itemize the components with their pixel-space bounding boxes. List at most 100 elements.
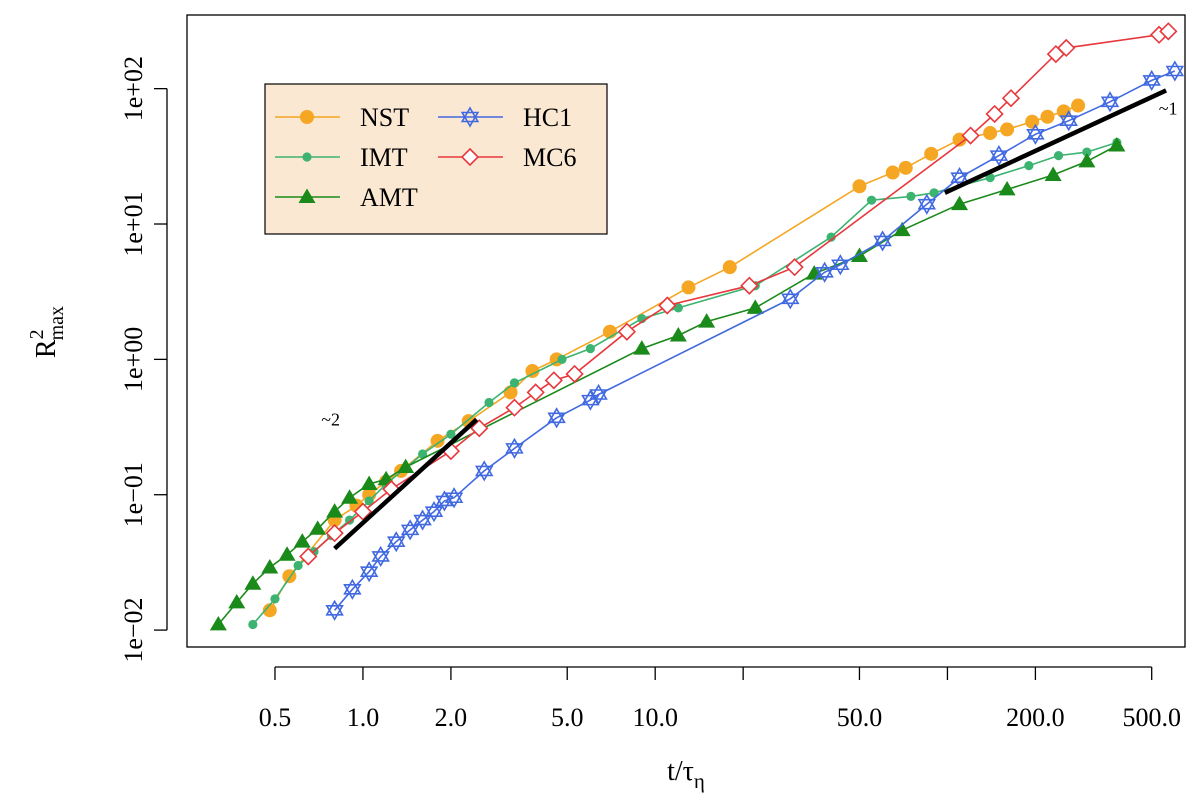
data-point-imt	[906, 191, 916, 201]
data-point-mc6	[565, 364, 584, 384]
data-point-amt	[1078, 152, 1096, 168]
data-point-mc6	[961, 126, 980, 145]
data-point-hc1	[873, 230, 892, 252]
data-point-nst	[983, 126, 998, 141]
data-point-imt	[826, 232, 836, 242]
legend-item-hc1: HC1	[438, 103, 572, 132]
legend-item-mc6: MC6	[438, 143, 576, 172]
y-tick-label: 1e+01	[119, 191, 148, 256]
data-point-hc1	[444, 487, 464, 509]
data-point-hc1	[343, 578, 362, 600]
data-point-hc1	[581, 389, 600, 411]
data-point-amt	[228, 593, 246, 609]
data-point-nst	[1025, 114, 1040, 129]
data-point-hc1	[424, 501, 444, 523]
data-point-hc1	[371, 545, 390, 568]
x-tick-label: 0.5	[259, 703, 292, 732]
reference-line	[943, 88, 1168, 195]
data-point-amt	[998, 180, 1016, 196]
data-point-nst	[898, 160, 913, 175]
data-point-amt	[1108, 137, 1126, 152]
data-point-nst	[430, 433, 445, 448]
data-point-hc1	[815, 261, 834, 283]
data-point-hc1	[917, 193, 937, 215]
data-point-imt	[446, 429, 456, 439]
x-tick-label: 200.0	[1006, 703, 1065, 732]
plot-frame	[186, 14, 1186, 648]
legend-label-imt: IMT	[360, 143, 408, 172]
data-point-hc1	[950, 167, 969, 189]
data-point-nst	[525, 364, 540, 379]
data-point-nst	[924, 146, 939, 161]
data-point-amt	[893, 221, 911, 237]
x-axis: 0.5 1.0 2.0 5.0 10.0 50.0 200.0 500.0	[259, 666, 1181, 732]
data-point-hc1	[505, 437, 524, 459]
data-point-amt	[1044, 166, 1062, 181]
legend: NST IMT AMT HC1 MC6	[264, 83, 608, 235]
legend-label-amt: AMT	[360, 183, 418, 212]
data-point-hc1	[475, 460, 494, 482]
data-point-mc6	[470, 419, 489, 438]
data-point-imt	[557, 354, 567, 364]
series-amt	[209, 137, 1126, 631]
data-point-amt	[278, 546, 296, 561]
data-point-imt	[1053, 151, 1064, 161]
y-axis: 1e−02 1e−01 1e+00 1e+01 1e+02	[119, 56, 168, 663]
data-point-imt	[509, 378, 520, 388]
data-point-hc1	[1026, 123, 1045, 145]
data-point-hc1	[589, 383, 608, 406]
data-point-mc6	[658, 296, 677, 315]
data-point-amt	[951, 195, 969, 211]
legend-label-mc6: MC6	[523, 143, 576, 172]
series-hc1	[325, 60, 1185, 621]
x-axis-title: t/τη	[667, 756, 705, 793]
data-point-nst	[1071, 98, 1086, 113]
legend-label-nst: NST	[360, 103, 409, 132]
data-point-amt	[360, 475, 378, 490]
data-point-hc1	[1165, 60, 1185, 82]
legend-label-hc1: HC1	[523, 103, 572, 132]
data-point-imt	[585, 344, 595, 354]
data-point-mc6	[617, 322, 637, 341]
data-point-amt	[261, 558, 279, 574]
x-tick-label: 5.0	[551, 703, 584, 732]
data-point-hc1	[1100, 91, 1120, 113]
y-tick-label: 1e+02	[119, 56, 148, 121]
legend-item-nst: NST	[275, 103, 409, 132]
x-tick-label: 50.0	[837, 703, 883, 732]
y-tick-label: 1e−01	[119, 462, 148, 527]
x-tick-label: 1.0	[347, 703, 380, 732]
data-point-amt	[698, 313, 716, 328]
data-point-mc6	[740, 276, 759, 295]
data-point-amt	[805, 265, 823, 280]
data-point-amt	[633, 340, 651, 355]
x-tick-label: 10.0	[632, 703, 678, 732]
data-point-nst	[681, 280, 696, 295]
data-point-hc1	[325, 599, 344, 621]
data-point-mc6	[353, 502, 373, 521]
legend-box	[264, 83, 608, 235]
legend-item-amt: AMT	[275, 183, 418, 212]
data-point-mc6	[785, 258, 804, 277]
reference-line-label: ~1	[1159, 98, 1178, 118]
plot-area: 0.5 1.0 2.0 5.0 10.0 50.0 200.0 500.0 1e−021e−0…	[119, 14, 1186, 732]
data-point-nst	[1040, 109, 1055, 124]
legend-marker-imt	[302, 152, 312, 162]
data-point-imt	[1082, 147, 1092, 157]
data-point-nst	[262, 603, 277, 618]
data-point-imt	[270, 594, 280, 604]
data-point-nst	[1000, 122, 1015, 137]
data-point-nst	[852, 179, 867, 194]
data-point-mc6	[985, 104, 1004, 124]
data-point-amt	[244, 575, 262, 590]
x-tick-label: 500.0	[1122, 703, 1181, 732]
data-point-imt	[866, 195, 877, 205]
series-imt	[248, 137, 1122, 630]
data-point-nst	[885, 165, 900, 180]
data-point-imt	[248, 619, 258, 630]
data-point-mc6	[526, 383, 545, 402]
y-axis-title-sup: 2	[26, 329, 48, 339]
data-point-imt	[1024, 161, 1034, 171]
legend-marker-mc6	[460, 147, 480, 167]
